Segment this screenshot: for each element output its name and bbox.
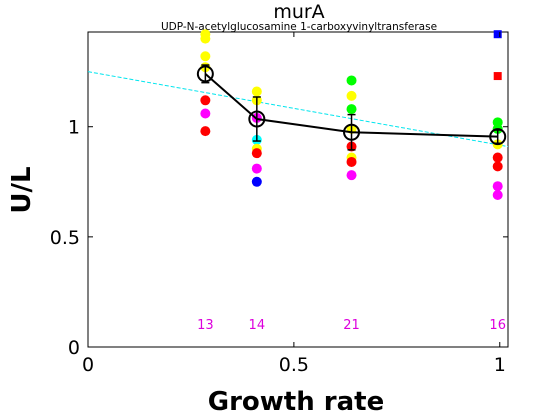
x-axis-title: Growth rate: [208, 387, 384, 417]
y-tick-label-0: 0: [68, 337, 80, 359]
x-tick-label-0: 0: [82, 354, 94, 376]
data-point-4: [200, 95, 211, 106]
data-point-28: [492, 152, 503, 163]
mean-marker-2: [343, 123, 361, 141]
data-point-24: [493, 72, 502, 81]
y-tick-label-1: 0.5: [50, 227, 80, 249]
data-point-17: [346, 104, 357, 115]
count-labels-layer: 13 14 21 16: [197, 318, 506, 333]
data-point-14: [251, 176, 262, 187]
data-point-7: [251, 86, 262, 97]
data-point-15: [346, 75, 357, 86]
mean-marker-1: [248, 110, 266, 128]
data-point-2: [200, 51, 211, 62]
plot-area: [87, 31, 509, 348]
chart-subtitle: UDP-N-acetylglucosamine 1-carboxyvinyltr…: [161, 21, 437, 33]
mean-series-layer: [196, 64, 507, 151]
data-point-5: [200, 108, 211, 119]
mean-line: [204, 73, 498, 138]
data-point-6: [200, 126, 211, 137]
mean-marker-0: [196, 65, 214, 83]
data-point-16: [346, 90, 357, 101]
x-tick-label-2: 1: [494, 354, 506, 376]
data-point-21: [346, 156, 357, 167]
mean-marker-3: [489, 128, 507, 146]
y-tick-label-2: 1: [68, 117, 80, 139]
data-point-13: [251, 163, 262, 174]
chart-title: murA: [273, 1, 324, 23]
axis-ticks-layer: 0 0.5 1 0 0.5 1: [50, 32, 508, 376]
data-point-22: [346, 170, 357, 181]
data-point-30: [492, 181, 503, 192]
count-label-2: 21: [343, 318, 360, 333]
count-label-3: 16: [489, 318, 506, 333]
y-axis-title: U/L: [7, 166, 37, 213]
data-point-29: [492, 161, 503, 172]
x-tick-label-1: 0.5: [279, 354, 309, 376]
data-point-23: [493, 30, 502, 39]
count-label-1: 14: [249, 318, 266, 333]
data-point-31: [492, 190, 503, 201]
count-label-0: 13: [197, 318, 214, 333]
data-point-1: [200, 33, 211, 44]
data-point-12: [251, 148, 262, 159]
scatter-points-layer: [200, 29, 503, 201]
